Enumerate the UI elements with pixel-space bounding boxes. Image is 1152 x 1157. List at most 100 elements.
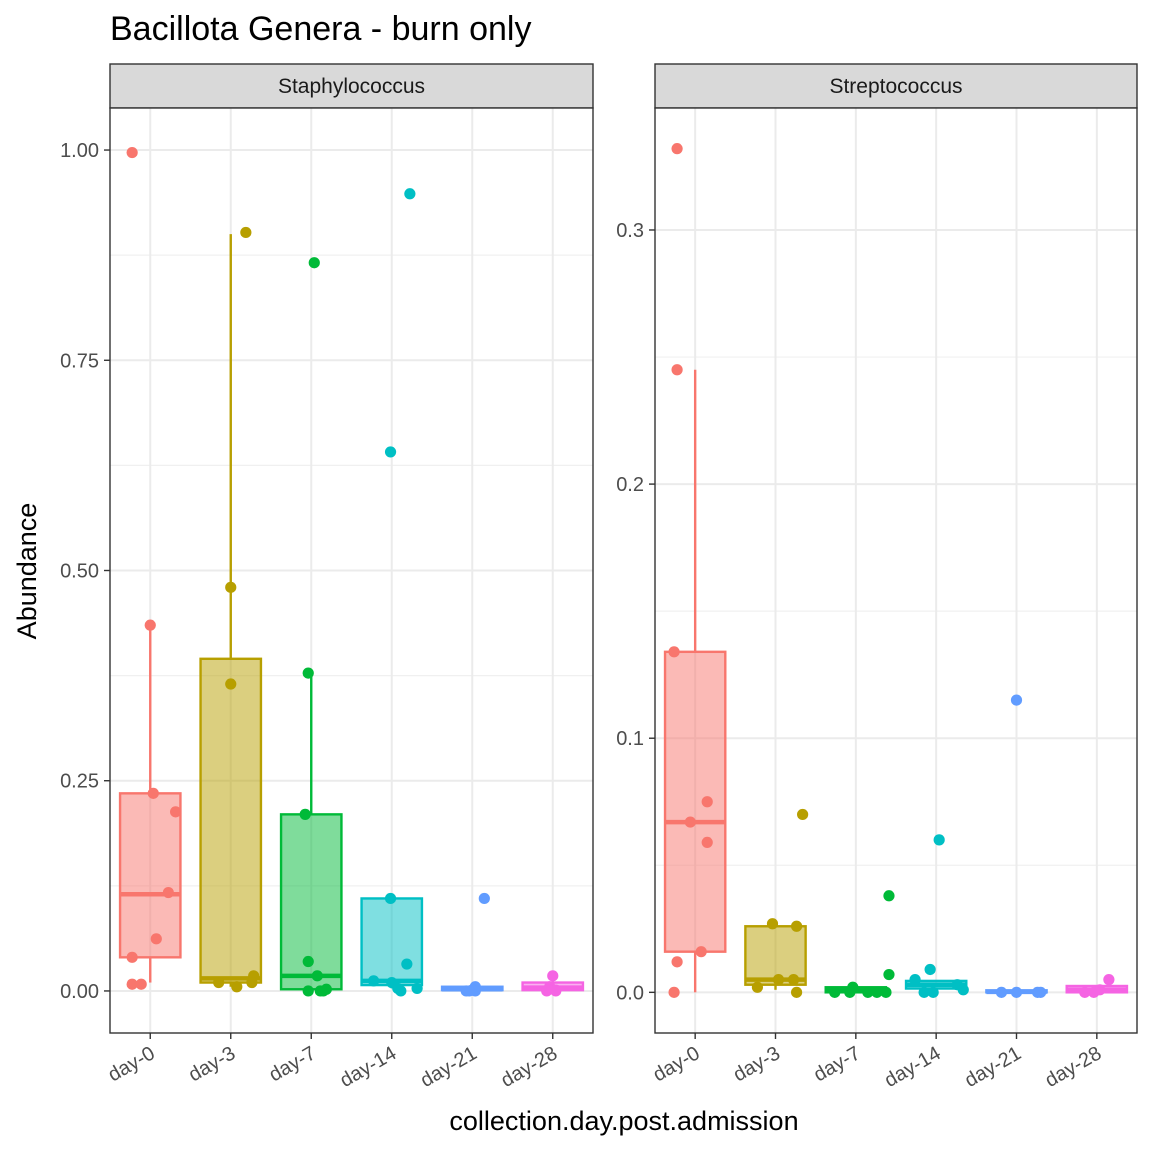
data-point-day-0 bbox=[701, 796, 713, 808]
facet-strip-label: Streptococcus bbox=[829, 75, 962, 98]
data-point-day-14 bbox=[924, 963, 936, 976]
y-tick-label: 0.0 bbox=[616, 982, 644, 1004]
data-point-day-0 bbox=[126, 978, 138, 990]
y-tick-label: 1.00 bbox=[60, 140, 99, 162]
data-point-day-7 bbox=[302, 667, 314, 679]
panel-border bbox=[654, 107, 1138, 1034]
data-point-day-21 bbox=[1035, 986, 1047, 998]
data-point-day-14 bbox=[909, 974, 921, 986]
box-day-0 bbox=[118, 625, 182, 983]
facet-strip bbox=[654, 63, 1138, 109]
data-point-day-21 bbox=[1010, 986, 1023, 998]
data-point-day-14 bbox=[404, 188, 416, 200]
data-point-day-0 bbox=[668, 986, 680, 998]
data-point-day-3 bbox=[772, 974, 785, 986]
x-tick-label: day-0 bbox=[649, 1042, 703, 1086]
data-point-day-7 bbox=[883, 968, 895, 981]
data-point-day-3 bbox=[231, 981, 243, 993]
data-point-day-3 bbox=[213, 976, 225, 989]
y-tick-label: 0.1 bbox=[616, 728, 644, 750]
data-point-day-14 bbox=[957, 984, 969, 996]
data-point-day-7 bbox=[302, 955, 314, 968]
x-tick-label: day-7 bbox=[810, 1042, 864, 1086]
x-tick-label: day-28 bbox=[1041, 1042, 1105, 1092]
data-point-day-28 bbox=[1088, 986, 1100, 998]
data-point-day-3 bbox=[790, 920, 803, 932]
data-point-day-3 bbox=[240, 226, 252, 239]
data-point-day-3 bbox=[751, 981, 764, 993]
data-point-day-7 bbox=[829, 986, 841, 998]
data-point-day-3 bbox=[787, 974, 800, 986]
panel-background bbox=[655, 108, 1137, 1033]
panels: Staphylococcus 0.00 0.25 0.50 0.75 1.00 day-0 d… bbox=[60, 63, 1138, 1092]
data-point-day-0 bbox=[671, 956, 683, 968]
data-point-day-28 bbox=[1103, 974, 1115, 986]
data-point-day-3 bbox=[797, 808, 809, 821]
data-point-day-14 bbox=[933, 834, 945, 846]
data-point-day-14 bbox=[384, 446, 397, 458]
data-point-day-28 bbox=[547, 970, 559, 982]
data-point-day-21 bbox=[478, 892, 490, 905]
data-point-day-7 bbox=[862, 986, 874, 998]
x-tick-label: day-28 bbox=[497, 1042, 561, 1092]
data-point-day-0 bbox=[701, 836, 713, 849]
data-point-day-28 bbox=[1079, 986, 1091, 998]
box-iqr bbox=[663, 650, 727, 953]
data-point-day-3 bbox=[790, 986, 803, 998]
data-point-day-7 bbox=[880, 986, 892, 998]
data-point-day-0 bbox=[684, 816, 696, 828]
data-point-day-3 bbox=[225, 678, 237, 690]
data-point-day-0 bbox=[170, 806, 182, 818]
data-point-day-3 bbox=[766, 918, 779, 930]
box-day-0 bbox=[663, 369, 727, 993]
data-point-day-7 bbox=[302, 985, 314, 997]
x-tick-label: day-3 bbox=[185, 1042, 239, 1086]
x-tick-label: day-3 bbox=[730, 1042, 784, 1086]
data-point-day-7 bbox=[308, 257, 320, 269]
x-tick-label: day-21 bbox=[417, 1042, 481, 1092]
x-tick-label: day-14 bbox=[336, 1042, 400, 1092]
data-point-day-14 bbox=[384, 892, 397, 905]
facet-panel-staphylococcus: Staphylococcus 0.00 0.25 0.50 0.75 1.00 day-0 d… bbox=[60, 63, 594, 1092]
y-tick-label: 0.00 bbox=[60, 981, 99, 1003]
data-point-day-7 bbox=[871, 986, 883, 998]
data-point-day-28 bbox=[541, 985, 553, 997]
data-point-day-0 bbox=[162, 886, 174, 899]
data-point-day-0 bbox=[695, 946, 707, 958]
x-tick-label: day-7 bbox=[265, 1042, 319, 1086]
data-point-day-3 bbox=[246, 976, 258, 989]
data-point-day-7 bbox=[299, 808, 311, 820]
facet-panel-streptococcus: Streptococcus 0.0 0.1 0.2 0.3 day-0 day-3 day-7… bbox=[616, 63, 1138, 1092]
data-point-day-14 bbox=[927, 986, 939, 998]
y-tick-label: 0.25 bbox=[60, 771, 99, 793]
x-tick-label: day-14 bbox=[881, 1042, 945, 1092]
data-point-day-14 bbox=[411, 982, 423, 995]
facet-strip bbox=[109, 63, 594, 109]
data-point-day-0 bbox=[671, 364, 683, 376]
data-point-day-0 bbox=[668, 646, 680, 658]
data-point-day-0 bbox=[135, 978, 147, 990]
data-point-day-7 bbox=[320, 983, 332, 995]
data-point-day-21 bbox=[1010, 694, 1023, 706]
data-point-day-0 bbox=[126, 951, 138, 963]
chart-title: Bacillota Genera - burn only bbox=[110, 10, 531, 48]
data-point-day-0 bbox=[126, 146, 138, 159]
data-point-day-7 bbox=[311, 970, 323, 982]
data-point-day-14 bbox=[918, 986, 930, 998]
x-tick-label: day-21 bbox=[961, 1042, 1025, 1092]
data-point-day-0 bbox=[150, 933, 162, 945]
data-point-day-21 bbox=[463, 985, 475, 997]
data-point-day-7 bbox=[883, 890, 895, 902]
box-iqr bbox=[118, 792, 182, 959]
y-tick-label: 0.50 bbox=[60, 561, 99, 583]
box-iqr bbox=[360, 897, 424, 987]
data-point-day-0 bbox=[147, 787, 159, 799]
data-point-day-14 bbox=[392, 982, 404, 995]
data-point-day-3 bbox=[225, 581, 237, 593]
data-point-day-28 bbox=[550, 984, 562, 996]
data-point-day-14 bbox=[401, 958, 413, 970]
y-axis-label: Abundance bbox=[12, 503, 42, 640]
y-tick-label: 0.3 bbox=[616, 220, 644, 242]
